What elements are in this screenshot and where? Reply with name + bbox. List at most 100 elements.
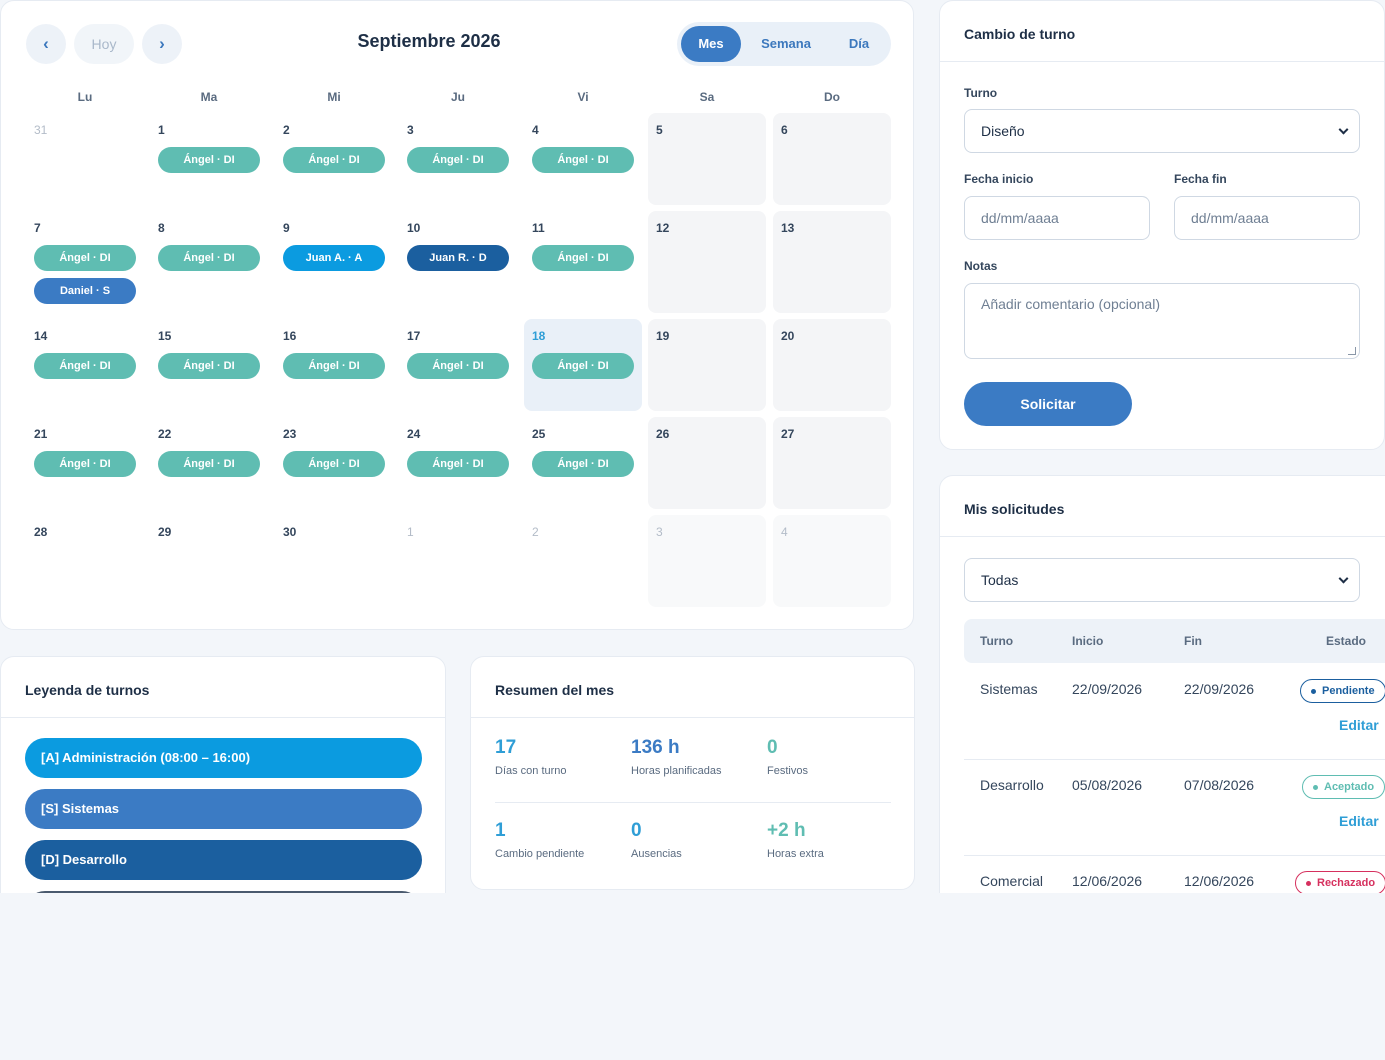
calendar-day[interactable]: 22 Ángel · DI [150,417,268,509]
shift-event[interactable]: Ángel · DI [158,147,260,173]
calendar-day[interactable]: 5 [648,113,766,205]
calendar-day[interactable]: 3 Ángel · DI [399,113,517,205]
page-background [0,893,1385,1060]
shift-event[interactable]: Ángel · DI [532,147,634,173]
calendar-day[interactable]: 1 Ángel · DI [150,113,268,205]
calendar-day[interactable]: 1 [399,515,517,607]
stat-value: +2 h [767,820,806,841]
cell-shift: Desarrollo [980,777,1044,793]
end-date-input[interactable]: dd/mm/aaaa [1174,196,1360,240]
calendar-day[interactable]: 28 [26,515,144,607]
calendar-day[interactable]: 2 Ángel · DI [275,113,393,205]
calendar-day[interactable]: 12 [648,211,766,313]
shift-event[interactable]: Daniel · S [34,278,136,304]
calendar-day[interactable]: 18 Ángel · DI [524,319,642,411]
calendar-day[interactable]: 27 [773,417,891,509]
status-filter-value: Todas [981,572,1019,588]
calendar-day[interactable]: 3 [648,515,766,607]
status-dot-icon [1311,688,1316,694]
calendar-day[interactable]: 31 [26,113,144,205]
view-week-tab[interactable]: Semana [761,36,811,51]
stat-label: Ausencias [631,848,682,860]
edit-request-link[interactable]: Editar [1339,813,1379,829]
calendar-card: ‹ Hoy › Septiembre 2026 Mes Semana Día L… [0,0,914,630]
shift-event[interactable]: Ángel · DI [283,451,385,477]
shift-event[interactable]: Ángel · DI [532,353,634,379]
calendar-day[interactable]: 11 Ángel · DI [524,211,642,313]
shift-event[interactable]: Ángel · DI [407,147,509,173]
column-header-shift: Turno [980,634,1014,648]
calendar-day[interactable]: 29 [150,515,268,607]
start-date-input[interactable]: dd/mm/aaaa [964,196,1150,240]
calendar-day[interactable]: 16 Ángel · DI [275,319,393,411]
today-button[interactable]: Hoy [74,24,134,64]
shift-event[interactable]: Ángel · DI [34,353,136,379]
shift-event[interactable]: Ángel · DI [158,451,260,477]
edit-request-link[interactable]: Editar [1339,717,1379,733]
calendar-day[interactable]: 9 Juan A. · A [275,211,393,313]
shift-event[interactable]: Ángel · DI [158,245,260,271]
shift-event[interactable]: Ángel · DI [34,245,136,271]
notes-textarea[interactable]: Añadir comentario (opcional) [964,283,1360,359]
calendar-day[interactable]: 2 [524,515,642,607]
shift-event[interactable]: Ángel · DI [532,245,634,271]
view-month-tab[interactable]: Mes [681,26,741,62]
day-number: 19 [656,329,670,343]
my-requests-title: Mis solicitudes [940,476,1385,537]
column-header-start: Inicio [1072,634,1104,648]
cell-shift: Comercial [980,873,1044,889]
day-number: 30 [283,525,297,539]
calendar-day[interactable]: 24 Ángel · DI [399,417,517,509]
chevron-down-icon [1338,573,1349,584]
submit-request-button[interactable]: Solicitar [964,382,1132,426]
calendar-day[interactable]: 19 [648,319,766,411]
shift-event[interactable]: Ángel · DI [532,451,634,477]
calendar-day[interactable]: 4 [773,515,891,607]
view-toggle: Mes Semana Día [677,22,891,66]
day-number: 10 [407,221,421,235]
calendar-day[interactable]: 30 [275,515,393,607]
calendar-day[interactable]: 25 Ángel · DI [524,417,642,509]
calendar-day[interactable]: 6 [773,113,891,205]
calendar-day[interactable]: 13 [773,211,891,313]
calendar-day[interactable]: 26 [648,417,766,509]
view-day-tab[interactable]: Día [848,36,870,51]
calendar-day[interactable]: 7 Ángel · DI Daniel · S [26,211,144,313]
next-month-button[interactable]: › [142,24,182,64]
calendar-day[interactable]: 4 Ángel · DI [524,113,642,205]
calendar-day[interactable]: 10 Juan R. · D [399,211,517,313]
shift-event[interactable]: Ángel · DI [407,451,509,477]
cell-end: 07/08/2026 [1184,777,1255,793]
shift-event[interactable]: Ángel · DI [283,147,385,173]
shift-label: Turno [964,86,998,100]
day-number: 1 [407,525,414,539]
day-number: 7 [34,221,41,235]
status-filter-select[interactable]: Todas [964,558,1360,602]
summary-divider [495,802,891,803]
day-number: 24 [407,427,421,441]
calendar-day[interactable]: 21 Ángel · DI [26,417,144,509]
day-number: 18 [532,329,546,343]
notes-placeholder: Añadir comentario (opcional) [981,296,1160,312]
day-number: 6 [781,123,788,137]
shift-event[interactable]: Juan R. · D [407,245,509,271]
calendar-day[interactable]: 17 Ángel · DI [399,319,517,411]
legend-item: [D] Desarrollo [25,840,422,880]
calendar-day[interactable]: 20 [773,319,891,411]
shift-select[interactable]: Diseño [964,109,1360,153]
shift-event[interactable]: Ángel · DI [407,353,509,379]
shift-event[interactable]: Juan A. · A [283,245,385,271]
calendar-day[interactable]: 14 Ángel · DI [26,319,144,411]
day-number: 31 [34,123,48,137]
shift-event[interactable]: Ángel · DI [34,451,136,477]
summary-title: Resumen del mes [471,657,914,718]
calendar-day[interactable]: 15 Ángel · DI [150,319,268,411]
prev-month-button[interactable]: ‹ [26,24,66,64]
shift-event[interactable]: Ángel · DI [158,353,260,379]
shift-event[interactable]: Ángel · DI [283,353,385,379]
calendar-day[interactable]: 8 Ángel · DI [150,211,268,313]
calendar-day[interactable]: 23 Ángel · DI [275,417,393,509]
stat-value: 17 [495,737,517,758]
shift-change-title: Cambio de turno [940,1,1384,62]
resize-handle-icon[interactable] [1348,347,1356,355]
